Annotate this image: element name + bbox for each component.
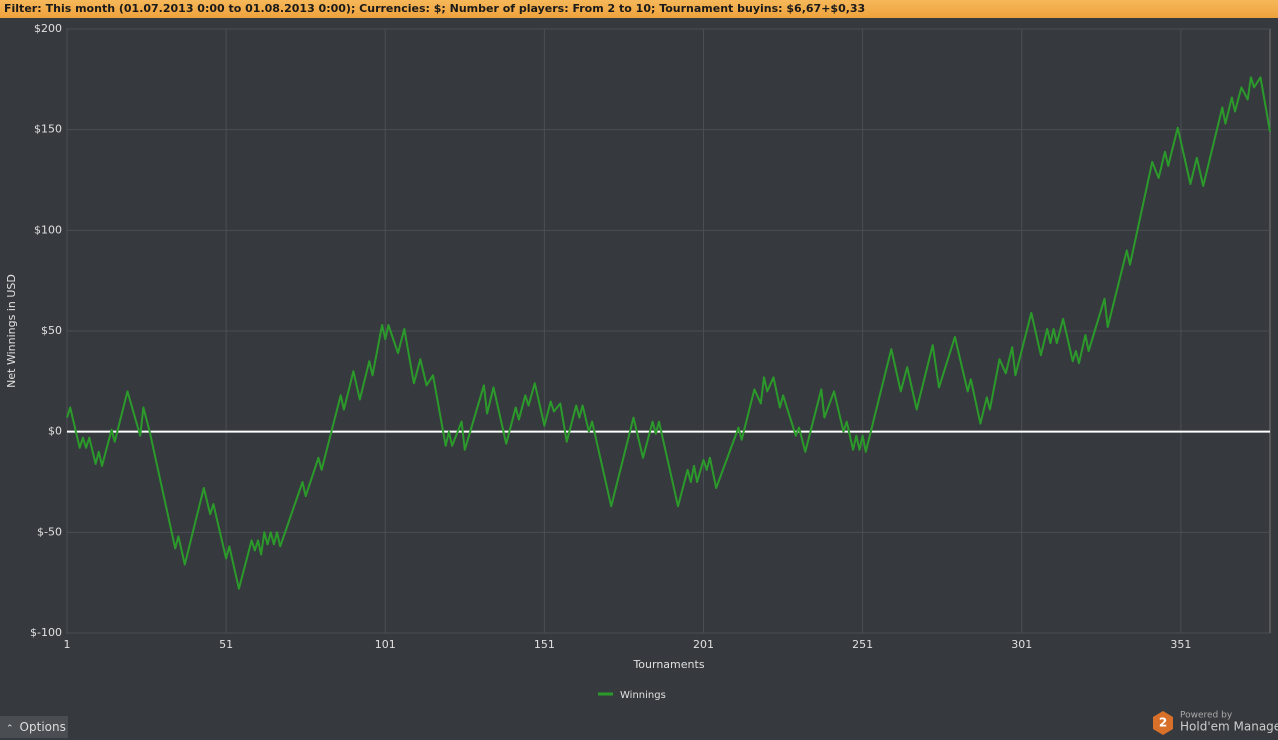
x-tick-label: 201 <box>693 638 714 651</box>
x-tick-label: 251 <box>852 638 873 651</box>
footer-brand: 2 Powered by Hold'em Manager <box>1153 711 1278 735</box>
x-tick-label: 351 <box>1170 638 1191 651</box>
powered-by: Powered by <box>1180 711 1233 721</box>
y-tick-label: $200 <box>34 22 62 35</box>
x-tick-label: 51 <box>219 638 233 651</box>
brand: Hold'em Manager <box>1180 720 1278 734</box>
logo-text: 2 <box>1159 716 1167 730</box>
filter-label: Filter: <box>4 2 42 15</box>
y-tick-label: $0 <box>48 425 62 438</box>
x-tick-label: 1 <box>64 638 71 651</box>
y-axis-label: Net Winnings in USD <box>5 274 18 388</box>
y-tick-label: $150 <box>34 123 62 136</box>
filter-bar: Filter: This month (01.07.2013 0:00 to 01… <box>0 0 1278 18</box>
logo-hex <box>1153 711 1173 735</box>
y-tick-label: $-100 <box>30 626 62 639</box>
y-tick-label: $-50 <box>37 525 62 538</box>
options-label: Options <box>19 720 66 734</box>
legend-label: Winnings <box>620 690 666 701</box>
y-tick-label: $100 <box>34 223 62 236</box>
x-tick-label: 151 <box>534 638 555 651</box>
filter-text: This month (01.07.2013 0:00 to 01.08.201… <box>45 2 866 15</box>
series-line <box>66 76 1271 590</box>
options-button[interactable]: ⌃ Options <box>0 716 68 738</box>
x-tick-label: 301 <box>1011 638 1032 651</box>
x-axis-label: Tournaments <box>632 658 704 671</box>
x-tick-label: 101 <box>375 638 396 651</box>
y-tick-label: $50 <box>41 324 62 337</box>
caret: ⌃ <box>6 724 14 734</box>
